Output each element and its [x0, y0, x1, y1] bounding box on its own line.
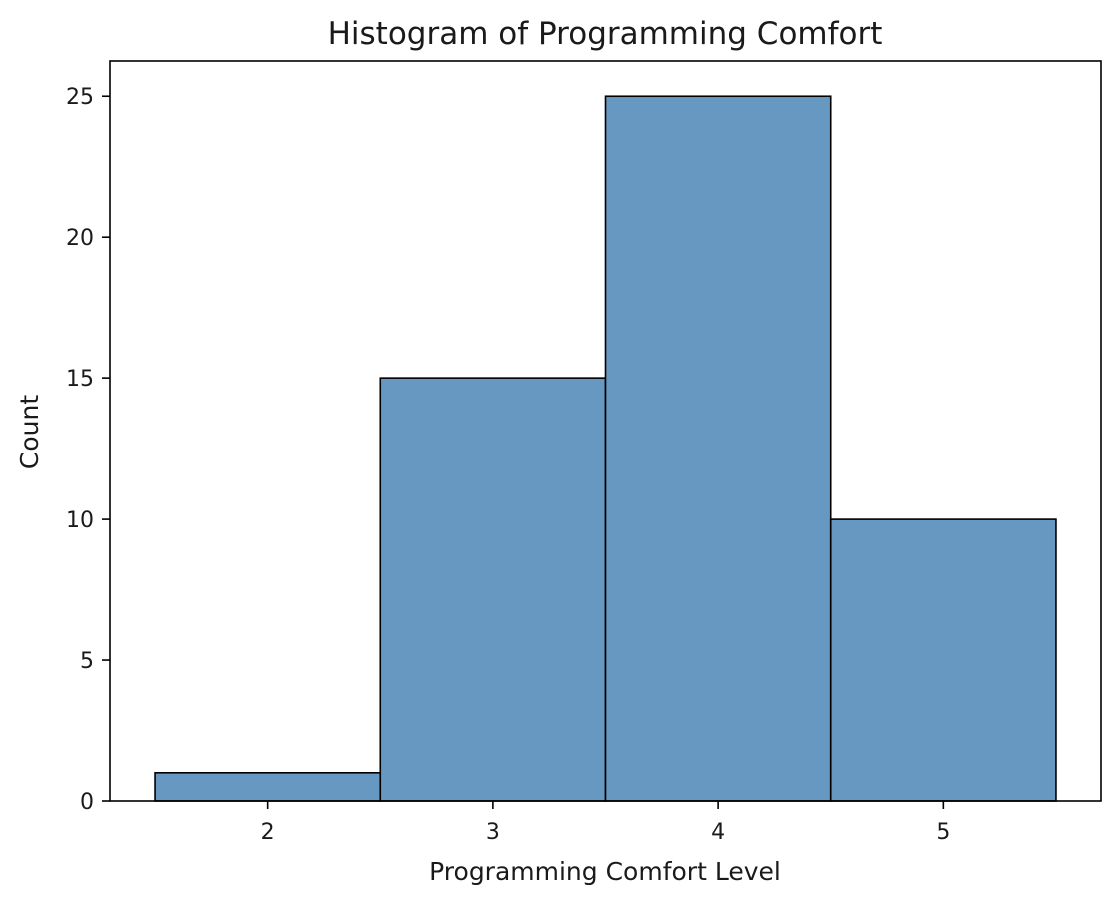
y-tick-label: 25	[66, 85, 94, 110]
y-tick-label: 0	[80, 790, 94, 815]
y-tick-label: 20	[66, 226, 94, 251]
y-axis-label: Count	[15, 395, 44, 469]
x-tick-label: 2	[261, 820, 275, 845]
x-tick-label: 4	[711, 820, 725, 845]
y-tick-label: 5	[80, 649, 94, 674]
histogram-bar-5	[831, 519, 1056, 801]
histogram-bar-3	[380, 378, 605, 801]
x-tick-label: 5	[936, 820, 950, 845]
chart-title: Histogram of Programming Comfort	[328, 16, 883, 52]
histogram-bar-2	[155, 773, 380, 801]
histogram-bar-4	[606, 96, 831, 801]
y-tick-label: 10	[66, 508, 94, 533]
x-axis-label: Programming Comfort Level	[429, 857, 781, 886]
x-tick-label: 3	[486, 820, 500, 845]
bars-layer	[155, 96, 1056, 801]
y-tick-label: 15	[66, 367, 94, 392]
